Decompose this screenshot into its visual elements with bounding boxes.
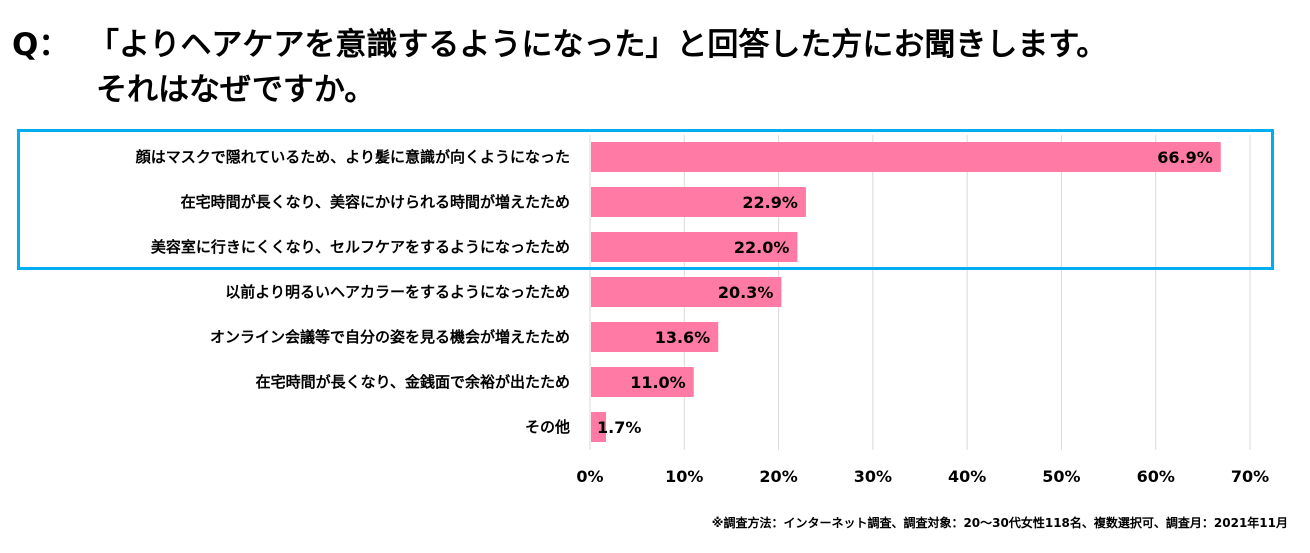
category-label: 在宅時間が長くなり、金銭面で余裕が出たため bbox=[256, 373, 570, 391]
category-label: その他 bbox=[525, 418, 570, 436]
value-label: 22.0% bbox=[734, 238, 790, 257]
chart-title-line-2: それはなぜですか。 bbox=[96, 72, 376, 108]
value-labels: 66.9% 22.9% 22.0% 20.3% 13.6% 11.0% 1.7% bbox=[597, 148, 1213, 437]
x-tick-label: 40% bbox=[948, 467, 986, 486]
bar bbox=[591, 412, 607, 442]
x-tick-label: 0% bbox=[576, 467, 603, 486]
bar bbox=[591, 142, 1221, 172]
value-label: 20.3% bbox=[718, 283, 774, 302]
category-label: オンライン会議等で自分の姿を見る機会が増えたため bbox=[210, 328, 570, 346]
x-tick-label: 10% bbox=[665, 467, 703, 486]
bar bbox=[591, 367, 694, 397]
question-prefix: Q： bbox=[12, 27, 70, 63]
category-label: 以前より明るいヘアカラーをするようになったため bbox=[225, 283, 570, 301]
value-label: 1.7% bbox=[597, 418, 641, 437]
x-tick-label: 20% bbox=[759, 467, 797, 486]
value-label: 22.9% bbox=[742, 193, 798, 212]
bar bbox=[591, 322, 719, 352]
bar bbox=[591, 187, 806, 217]
value-label: 13.6% bbox=[655, 328, 711, 347]
bar bbox=[591, 277, 782, 307]
category-label: 顔はマスクで隠れているため、より髪に意識が向くようになった bbox=[135, 148, 570, 166]
x-axis-tick-labels: 0% 10% 20% 30% 40% 50% 60% 70% bbox=[576, 467, 1269, 486]
category-labels: 顔はマスクで隠れているため、より髪に意識が向くようになった在宅時間が長くなり、美… bbox=[135, 148, 570, 436]
bar bbox=[591, 232, 798, 262]
x-tick-label: 60% bbox=[1137, 467, 1175, 486]
category-label: 在宅時間が長くなり、美容にかけられる時間が増えたため bbox=[181, 193, 570, 211]
x-tick-label: 70% bbox=[1231, 467, 1269, 486]
chart-title-line-1: 「よりヘアケアを意識するようになった」と回答した方にお聞きします。 bbox=[88, 27, 1108, 63]
x-tick-label: 30% bbox=[854, 467, 892, 486]
survey-footnote: ※調査方法：インターネット調査、調査対象：20～30代女性118名、複数選択可、… bbox=[711, 516, 1288, 530]
value-label: 66.9% bbox=[1157, 148, 1213, 167]
value-label: 11.0% bbox=[630, 373, 686, 392]
bars bbox=[591, 142, 1221, 442]
x-tick-label: 50% bbox=[1042, 467, 1080, 486]
category-label: 美容室に行きにくくなり、セルフケアをするようになったため bbox=[151, 238, 570, 256]
